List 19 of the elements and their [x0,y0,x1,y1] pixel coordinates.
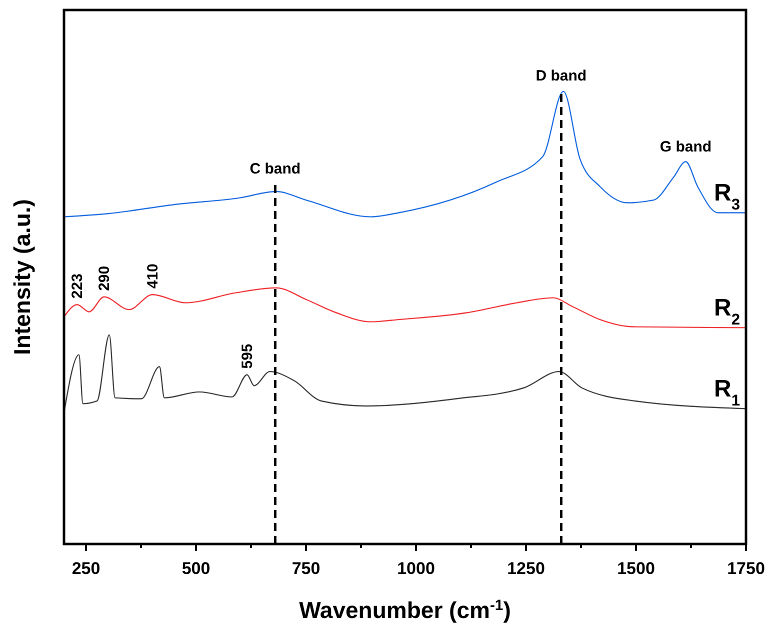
y-axis-title: Intensity (a.u.) [9,199,35,355]
x-tick-label: 750 [292,559,320,578]
annotation: 223 [69,274,86,299]
x-tick-label: 1250 [507,559,545,578]
series-label: R$_{3}$ [714,180,740,214]
x-axis-title: Wavenumber (cm$^{-1}$) [299,596,511,623]
series-label: R$_{1}$ [714,376,740,410]
x-tick-label: 500 [182,559,210,578]
annotation: 410 [144,264,162,289]
x-tick-label: 1750 [727,559,765,578]
x-tick-label: 1500 [617,559,655,578]
series-label: R$_{2}$ [714,294,740,328]
ref-line-label: D band [536,67,587,84]
annotation: 290 [96,266,114,291]
annotation: G band [660,138,712,156]
x-tick-label: 1000 [397,559,435,578]
x-tick-label: 250 [72,559,100,578]
annotation: 595 [239,344,256,369]
ref-line-label: C band [250,160,301,178]
